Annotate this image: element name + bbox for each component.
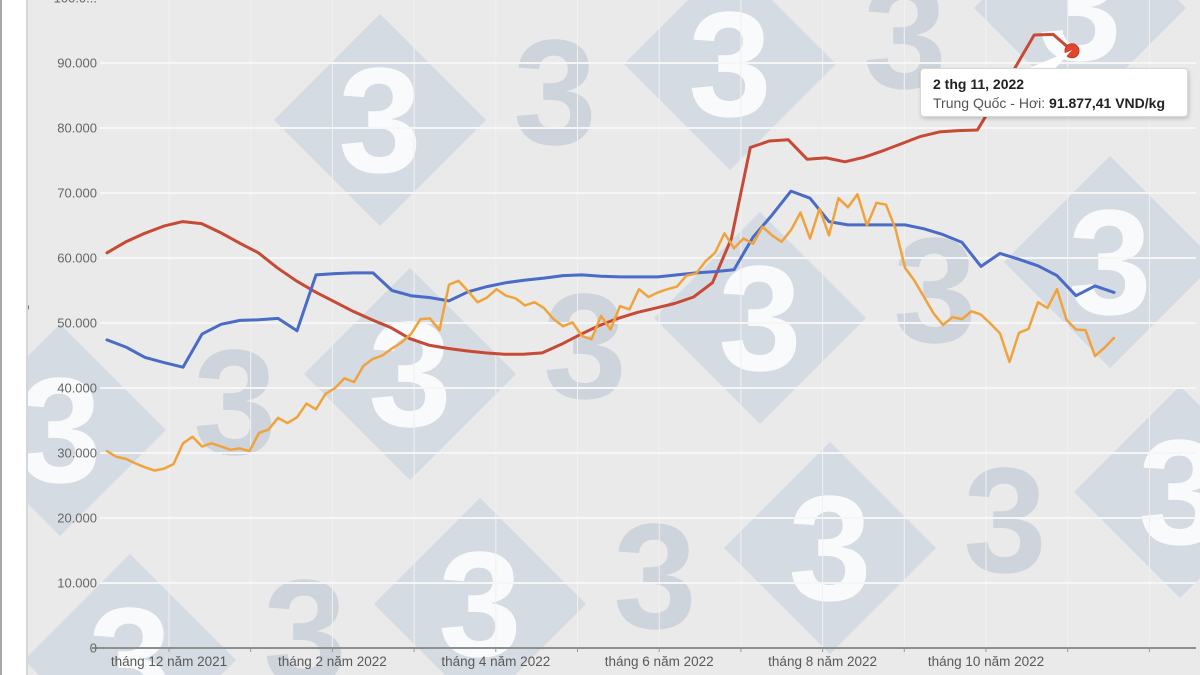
watermark-three: 3 [438, 520, 522, 675]
tooltip-date: 2 thg 11, 2022 [933, 76, 1025, 92]
y-axis-tick-label: 60.000 [57, 250, 97, 266]
watermark-three: 3 [613, 492, 697, 660]
watermark-three: 3 [1068, 178, 1152, 346]
tooltip: 2 thg 11, 2022 Trung Quốc - Hơi: 91.877,… [920, 68, 1188, 117]
y-axis-tick-label: 20.000 [57, 510, 97, 526]
y-axis-tick-label: 0 [89, 640, 97, 656]
watermark-three: 3 [788, 464, 872, 632]
x-axis-tick-label: tháng 6 năm 2022 [604, 654, 714, 669]
watermark-three: 3 [688, 0, 772, 148]
left-gutter-edge [0, 0, 2, 675]
y-axis-tick-label: 70.000 [57, 185, 97, 201]
watermark-three: 3 [338, 36, 422, 204]
x-axis-tick-label: tháng 10 năm 2022 [927, 654, 1045, 669]
highlight-point-marker[interactable] [1064, 43, 1080, 59]
watermark-three: 3 [963, 436, 1047, 604]
series-line-red[interactable] [105, 32, 1074, 356]
y-axis-tick-label: 80.000 [57, 120, 97, 136]
watermark-three: 3 [1138, 408, 1200, 576]
y-axis-tick-label: 50.000 [57, 315, 97, 331]
x-axis-tick-label: tháng 4 năm 2022 [441, 654, 551, 669]
y-axis-tick-label: 10.000 [57, 575, 97, 591]
x-axis-tick-label: tháng 2 năm 2022 [277, 654, 387, 669]
y-axis-tick-label: 90.000 [57, 55, 97, 71]
series-line-blue[interactable] [105, 189, 1116, 369]
tooltip-series-label: Trung Quốc - Hơi: [933, 95, 1050, 111]
tooltip-body: Trung Quốc - Hơi: 91.877,41 VND/kg [933, 93, 1175, 113]
x-axis-tick-label: tháng 8 năm 2022 [768, 654, 878, 669]
watermark-three: 3 [893, 206, 977, 374]
watermark-three: 3 [718, 234, 802, 402]
series-line-orange[interactable] [105, 193, 1116, 472]
tooltip-value: 91.877,41 VND/kg [1049, 95, 1165, 111]
watermark-three: 3 [88, 576, 172, 675]
left-gutter-separator [26, 0, 28, 675]
watermark-three: 3 [513, 8, 597, 176]
left-gutter [0, 0, 28, 675]
y-axis-tick-label: 30.000 [57, 445, 97, 461]
watermark-three: 3 [18, 346, 102, 514]
y-axis-tick-label: 40.000 [57, 380, 97, 396]
y-axis-tick-label: 100.0... [27, 0, 97, 6]
x-axis-tick-label: tháng 12 năm 2021 [110, 654, 228, 669]
